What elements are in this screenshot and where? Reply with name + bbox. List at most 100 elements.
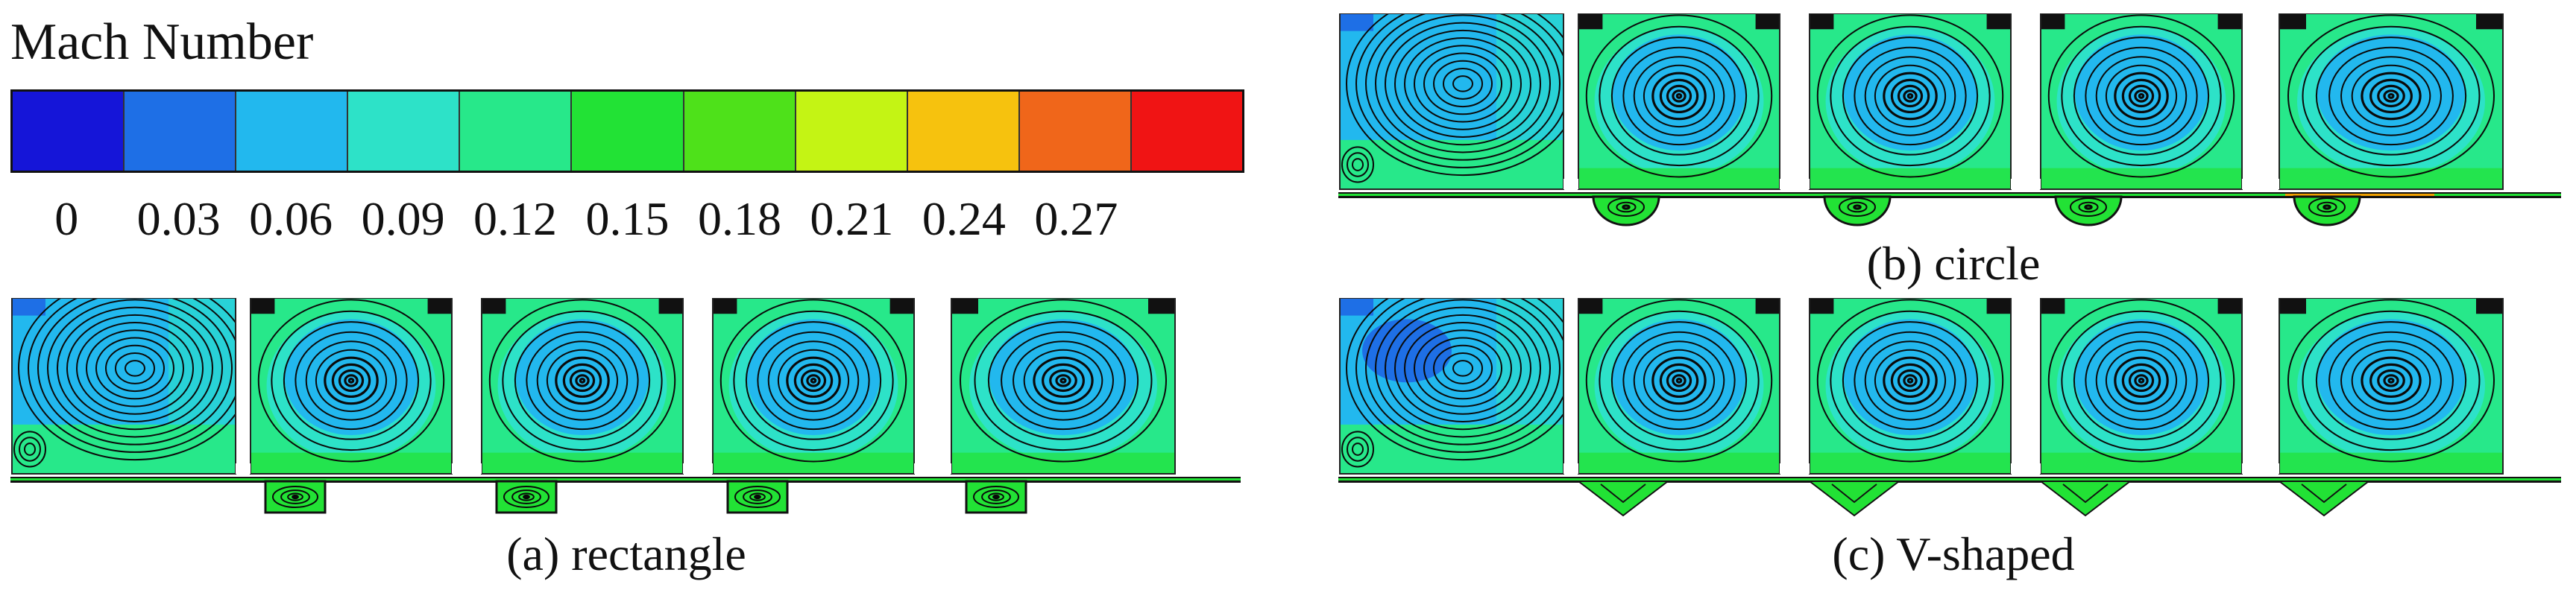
streamline (2361, 72, 2422, 121)
streamline (793, 363, 834, 399)
streamline (1033, 356, 1094, 405)
lower-cavity (1592, 195, 1660, 226)
streamline (2340, 340, 2442, 421)
streamline (536, 340, 629, 421)
streamline (1414, 329, 1512, 408)
streamline (2377, 369, 2405, 393)
streamline (562, 363, 602, 399)
streamline (2351, 64, 2431, 128)
cavity (2040, 13, 2243, 190)
streamline (1610, 37, 1748, 156)
streamline (2105, 64, 2178, 128)
streamline (555, 356, 610, 405)
streamline (806, 374, 821, 387)
streamline (1897, 369, 1924, 393)
streamline (1346, 298, 1563, 461)
lower-cavity (1576, 481, 1670, 517)
streamline (981, 489, 1011, 504)
lower-cavity (1807, 481, 1901, 517)
streamline (960, 299, 1167, 463)
streamline (1404, 322, 1522, 415)
streamline (1433, 344, 1493, 393)
colorbar-tick-label: 0.24 (922, 192, 1006, 245)
cavity-border (951, 298, 1176, 475)
cavity-border (11, 298, 236, 475)
cavity-border (481, 298, 684, 475)
streamline (1651, 72, 1707, 121)
colorbar-segment (907, 92, 1020, 171)
streamline (526, 331, 639, 431)
streamline (511, 489, 541, 504)
panel-circle-contour (1338, 13, 2561, 226)
streamline (1599, 25, 1760, 167)
caption-v-shaped: (c) V-shaped (1832, 527, 2075, 580)
cavity-border (1578, 13, 1780, 190)
streamline (569, 369, 596, 393)
streamline (1347, 437, 1369, 462)
lower-cavity (2293, 195, 2361, 226)
streamline (2302, 310, 2481, 451)
streamline (1830, 310, 1991, 451)
streamline (2387, 92, 2395, 99)
cavity (1339, 13, 1564, 190)
streamline (1643, 64, 1716, 128)
streamline (2073, 37, 2210, 156)
streamline (1341, 431, 1374, 468)
colorbar-segment (460, 92, 573, 171)
panel-v-shaped-contour (1338, 298, 2561, 517)
streamline (1643, 349, 1716, 413)
streamline (347, 377, 355, 384)
streamline (1414, 45, 1512, 123)
streamline (66, 314, 204, 422)
cavity (1809, 298, 2012, 475)
colorbar-tick-label: 0.27 (1034, 192, 1118, 245)
streamline (2061, 25, 2222, 167)
streamline (2317, 201, 2337, 213)
streamline (2128, 369, 2155, 393)
streamline (974, 310, 1153, 451)
streamline (1049, 369, 1077, 393)
streamline (324, 356, 379, 405)
streamline (767, 340, 860, 421)
colorbar-segment (348, 92, 461, 171)
cavity-border (712, 298, 915, 475)
streamline (1355, 298, 1563, 453)
streamline (777, 349, 850, 413)
streamline (2383, 89, 2399, 103)
streamline (18, 298, 236, 461)
colorbar-ticks: 0 0.03 0.06 0.09 0.12 0.15 0.18 0.21 0.24 0.27 (10, 195, 1244, 255)
streamline (1622, 204, 1631, 210)
streamline (2121, 363, 2161, 399)
streamline (1375, 299, 1551, 438)
streamline (2095, 56, 2188, 136)
streamline (1633, 56, 1725, 136)
streamline (37, 298, 233, 445)
streamline (1443, 352, 1483, 384)
streamline (1633, 340, 1725, 421)
streamline (1666, 369, 1692, 393)
streamline (315, 349, 388, 413)
streamline (786, 356, 841, 405)
colorbar-tick-label: 0.21 (810, 192, 894, 245)
colorbar-segment (125, 92, 237, 171)
streamline (305, 340, 397, 421)
streamline (2047, 14, 2235, 178)
colorbar-tick-label: 0.15 (585, 192, 670, 245)
streamline (1607, 197, 1645, 217)
streamline (1854, 331, 1967, 431)
streamline (749, 492, 766, 501)
streamline (734, 486, 781, 508)
streamline (1816, 14, 2004, 178)
colorbar-tick-label: 0.06 (249, 192, 333, 245)
caption-circle: (b) circle (1866, 237, 2041, 290)
streamline (272, 486, 318, 508)
streamline (1452, 360, 1473, 377)
streamline (2138, 92, 2145, 99)
streamline (2085, 46, 2198, 146)
cavity-border (1809, 298, 2012, 475)
streamline (987, 321, 1139, 440)
streamline (1906, 92, 1914, 99)
streamline (523, 494, 530, 500)
streamline (280, 489, 310, 504)
streamline (2128, 84, 2155, 108)
